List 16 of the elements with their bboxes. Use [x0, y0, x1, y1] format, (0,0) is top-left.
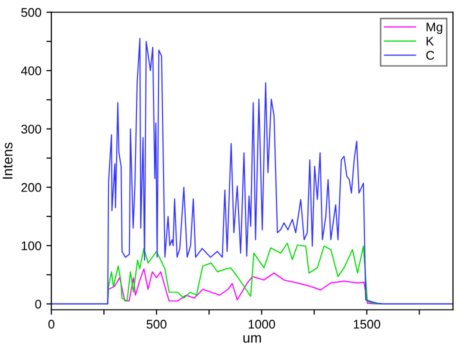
y-axis-title: Intens — [2, 142, 12, 179]
y-tick-label: 100 — [22, 241, 42, 250]
line-series — [51, 38, 453, 304]
x-tick-label: 500 — [146, 320, 166, 329]
y-tick-label: 400 — [21, 66, 42, 76]
legend-label: C — [426, 50, 434, 60]
x-tick-label: 0 — [48, 320, 54, 329]
x-tick-label: 1500 — [354, 320, 380, 329]
y-tick-label: 200 — [21, 183, 42, 192]
y-tick-label: 300 — [21, 124, 42, 134]
x-tick-label: 1000 — [248, 320, 276, 329]
y-tick-label: 0 — [35, 300, 42, 309]
x-axis-title: um — [243, 335, 261, 343]
legend-label: Mg — [426, 22, 442, 34]
legend-label: K — [426, 36, 434, 46]
y-tick-label: 500 — [21, 8, 42, 17]
